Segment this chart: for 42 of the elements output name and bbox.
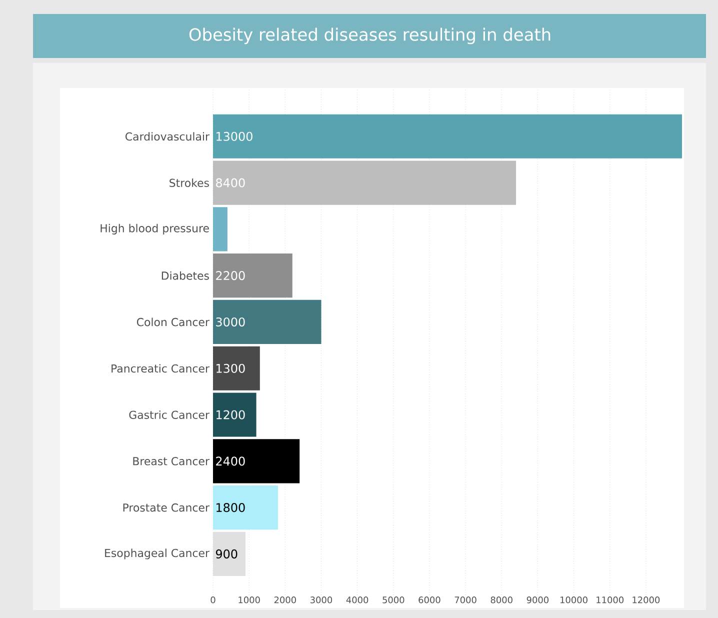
y-tick-label: Prostate Cancer xyxy=(123,503,210,512)
x-tick-label: 4000 xyxy=(346,596,368,604)
data-label: 2200 xyxy=(216,271,245,280)
data-label: 13000 xyxy=(216,132,252,141)
y-tick-label: High blood pressure xyxy=(100,224,209,234)
data-label: 8400 xyxy=(216,178,245,188)
bar xyxy=(213,392,256,437)
bar xyxy=(213,439,300,484)
y-tick-label: Pancreatic Cancer xyxy=(112,364,210,373)
y-tick-label: Gastric Cancer xyxy=(129,410,210,420)
data-label: 1200 xyxy=(216,410,245,420)
bar xyxy=(213,486,278,530)
x-tick-label: 7000 xyxy=(454,596,476,604)
data-label: 1300 xyxy=(216,364,245,373)
x-tick-label: 11000 xyxy=(596,596,624,604)
x-tick-label: 1000 xyxy=(238,596,260,604)
x-tick-label: 5000 xyxy=(382,596,404,604)
x-tick-label: 12000 xyxy=(632,596,660,604)
data-label: 900 xyxy=(216,549,238,558)
data-label: 2400 xyxy=(216,456,245,466)
bar xyxy=(213,532,246,576)
data-label: 1800 xyxy=(216,503,245,512)
x-tick-label: 2000 xyxy=(274,596,296,604)
x-tick-label: 8000 xyxy=(490,596,512,604)
bar xyxy=(213,346,260,390)
y-tick-label: Strokes xyxy=(170,178,209,188)
y-tick-label: Colon Cancer xyxy=(136,318,210,326)
bar xyxy=(213,300,322,344)
bar xyxy=(213,207,228,252)
chart-title: Obesity related diseases resulting in death xyxy=(189,28,550,44)
x-tick-label: 0 xyxy=(210,596,216,604)
x-tick-label: 6000 xyxy=(418,596,440,604)
y-tick-label: Cardiovasculair xyxy=(126,132,210,141)
bar xyxy=(213,254,292,298)
x-tick-label: 3000 xyxy=(310,596,332,604)
y-tick-label: Diabetes xyxy=(162,271,209,280)
x-tick-label: 9000 xyxy=(526,596,549,604)
data-label: 3000 xyxy=(216,317,245,326)
bar xyxy=(213,114,682,158)
y-tick-label: Esophageal Cancer xyxy=(105,548,210,560)
y-tick-label: Breast Cancer xyxy=(133,457,210,466)
x-tick-label: 10000 xyxy=(560,596,588,604)
